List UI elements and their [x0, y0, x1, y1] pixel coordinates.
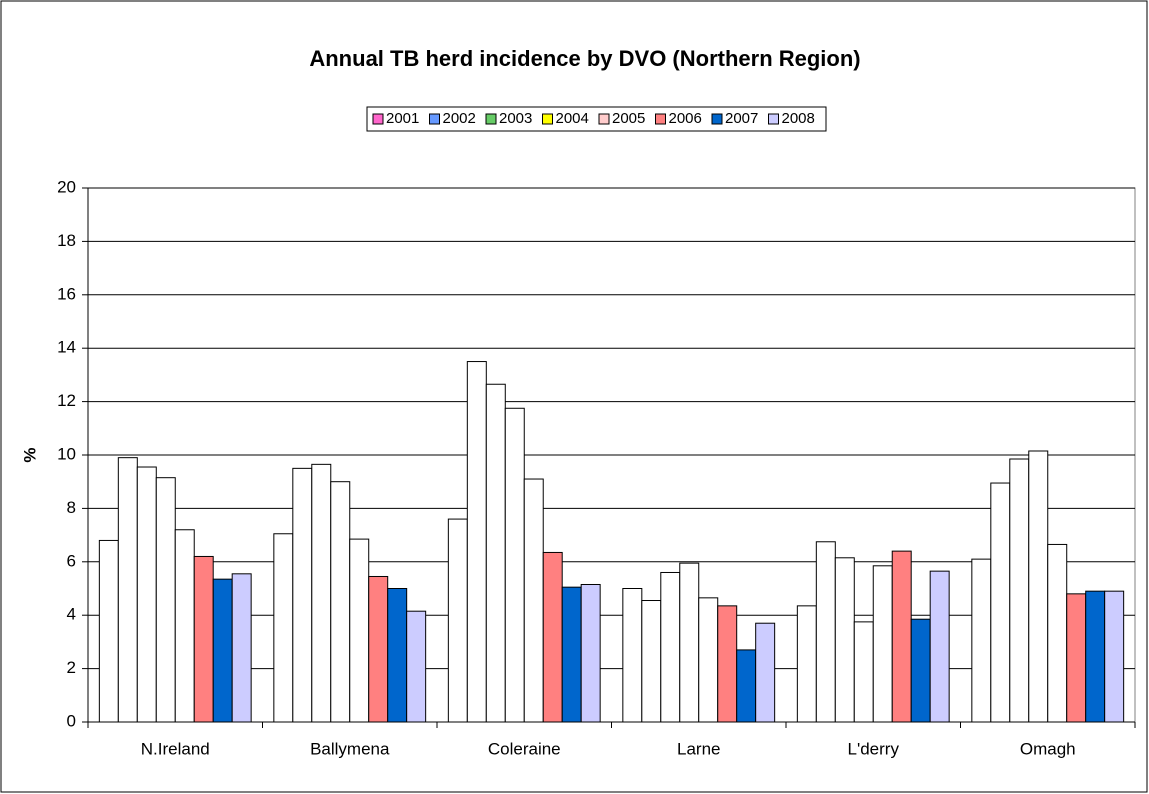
- bar: [368, 575, 389, 723]
- bar: [872, 565, 893, 723]
- bar: [580, 583, 601, 723]
- x-tick-label: Larne: [677, 739, 720, 758]
- y-tick-label: 4: [67, 605, 76, 624]
- legend-label: 2008: [782, 110, 815, 127]
- legend-swatch: [768, 113, 779, 125]
- bar: [193, 555, 214, 723]
- bar: [698, 597, 719, 723]
- y-axis-label: %: [20, 447, 39, 462]
- bar: [1047, 543, 1068, 723]
- bar: [660, 571, 681, 723]
- bar: [98, 539, 119, 723]
- bar: [815, 541, 836, 723]
- y-tick-label: 14: [57, 338, 76, 357]
- bar: [406, 610, 427, 723]
- bar: [561, 586, 582, 723]
- legend-swatch: [485, 113, 497, 125]
- y-tick-label: 8: [67, 498, 76, 517]
- x-tick-label: L'derry: [848, 739, 900, 758]
- y-tick-label: 20: [57, 177, 76, 196]
- bar: [466, 361, 487, 723]
- legend-label: 2001: [386, 110, 419, 127]
- legend-label: 2003: [499, 110, 532, 127]
- bar: [542, 551, 563, 723]
- bar: [136, 466, 157, 723]
- y-tick-label: 16: [57, 284, 76, 303]
- legend-swatch: [542, 113, 553, 125]
- bar: [523, 478, 544, 723]
- bar: [485, 383, 506, 723]
- chart-title: Annual TB herd incidence by DVO (Norther…: [309, 46, 860, 71]
- bar: [1028, 450, 1049, 723]
- bar: [755, 622, 776, 723]
- bar: [1009, 458, 1030, 723]
- bar: [174, 529, 195, 723]
- bar: [622, 588, 643, 723]
- y-tick-label: 10: [57, 444, 76, 463]
- bar: [891, 550, 912, 723]
- legend-swatch: [711, 113, 723, 125]
- bar: [990, 482, 1011, 723]
- legend-label: 2007: [725, 110, 758, 127]
- y-tick-label: 2: [67, 658, 76, 677]
- bar: [387, 588, 408, 723]
- bar: [834, 557, 855, 723]
- bar: [1066, 593, 1087, 723]
- legend-label: 2004: [556, 110, 589, 127]
- bar: [736, 649, 757, 723]
- bar: [679, 562, 700, 723]
- x-tick-label: N.Ireland: [141, 739, 210, 758]
- legend-swatch: [429, 113, 440, 125]
- bar: [971, 558, 992, 723]
- legend-swatch: [598, 113, 610, 125]
- bar: [212, 578, 233, 723]
- bar: [641, 600, 662, 723]
- y-tick-label: 6: [67, 551, 76, 570]
- bar: [447, 518, 468, 723]
- y-tick-label: 18: [57, 231, 76, 250]
- legend-label: 2002: [443, 110, 476, 127]
- legend-label: 2006: [669, 110, 702, 127]
- y-tick-label: 12: [57, 391, 76, 410]
- bar: [1085, 590, 1106, 723]
- legend-box: [366, 106, 827, 132]
- bar: [155, 477, 176, 723]
- legend-swatch: [372, 113, 384, 125]
- legend-swatch: [655, 113, 666, 125]
- x-tick-label: Ballymena: [310, 739, 390, 758]
- legend-label: 2005: [612, 110, 645, 127]
- bar: [231, 573, 252, 723]
- bar: [796, 605, 817, 723]
- x-tick-label: Omagh: [1020, 739, 1076, 758]
- bar: [117, 457, 138, 723]
- bar: [330, 481, 351, 723]
- bar: [273, 533, 294, 723]
- bar: [853, 621, 874, 723]
- bar: [349, 538, 370, 723]
- bar: [929, 570, 950, 723]
- y-tick-label: 0: [67, 711, 76, 730]
- bar: [504, 407, 525, 723]
- bar: [910, 618, 931, 723]
- bar: [311, 463, 332, 723]
- bar: [1104, 590, 1125, 723]
- bar: [717, 605, 738, 723]
- bar: [292, 467, 313, 723]
- x-tick-label: Coleraine: [488, 739, 561, 758]
